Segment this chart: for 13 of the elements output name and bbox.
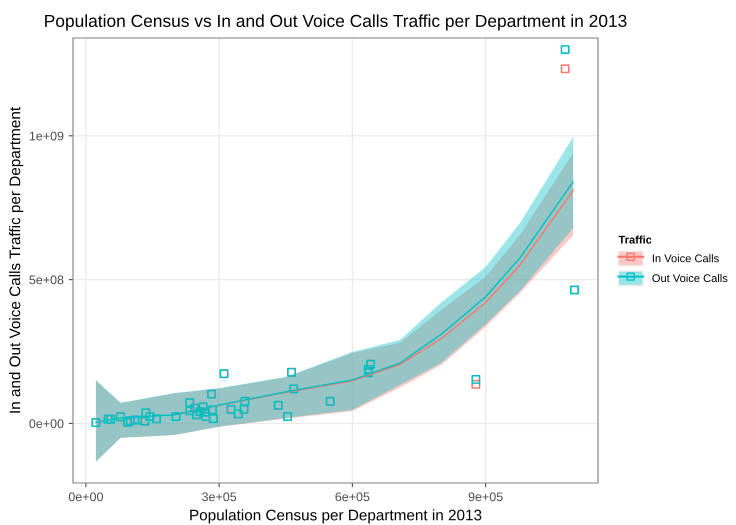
x-tick-label: 3e+05 [202, 492, 236, 502]
y-tick-label: 1e+09 [30, 132, 64, 140]
x-tick-label: 6e+05 [335, 492, 370, 502]
chart-title: Population Census vs In and Out Voice Calls Traffic per Department in 2013 [45, 14, 627, 30]
legend-title: Traffic [618, 235, 652, 244]
y-tick-label: 5e+08 [29, 275, 64, 284]
legend-label: Out Voice Calls [652, 274, 728, 282]
x-tick-label: 9e+05 [468, 492, 503, 502]
x-tick-label: 0e+00 [68, 492, 103, 502]
y-axis-title: In and Out Voice Calls Traffic per Department [9, 107, 24, 413]
legend-label: In Voice Calls [652, 254, 719, 262]
y-tick-label: 0e+00 [29, 419, 64, 428]
x-axis-title: Population Census per Department in 2013 [190, 509, 482, 524]
